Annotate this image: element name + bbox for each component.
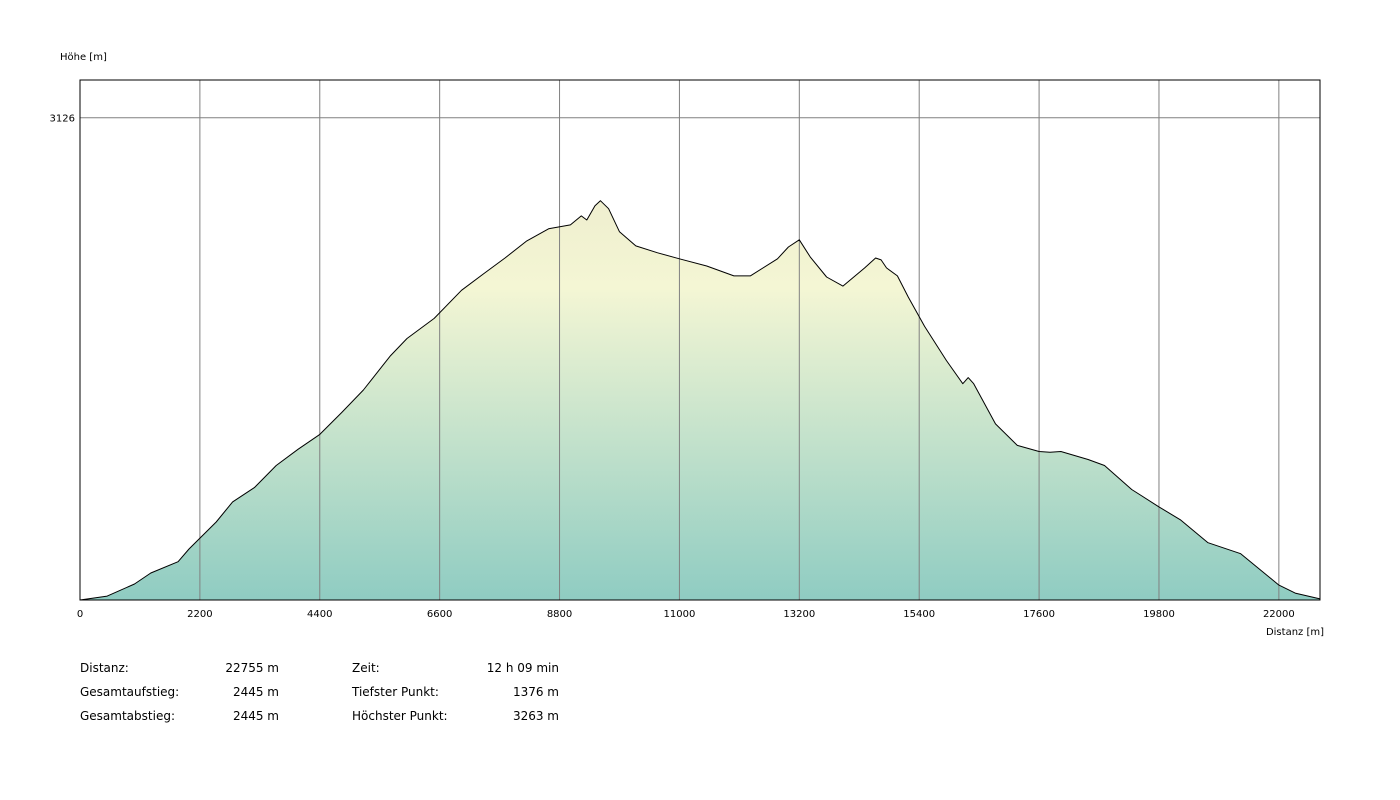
stat-value: 2445 m [232, 709, 279, 723]
x-tick-label: 22000 [1263, 609, 1295, 620]
elevation-area-fill [80, 200, 1320, 600]
elevation-line [79, 200, 1321, 601]
x-tick-label: 19800 [1143, 609, 1175, 620]
stat-value: 1376 m [512, 685, 559, 699]
stat-label: Distanz: [80, 661, 129, 675]
x-axis-label: Distanz [m] [1266, 627, 1324, 638]
stats-summary-left: Distanz: 22755 m Gesamtaufstieg: 2445 m … [80, 656, 279, 728]
stat-row-time: Zeit: 12 h 09 min [352, 656, 559, 680]
stat-row-total-ascent: Gesamtaufstieg: 2445 m [80, 680, 279, 704]
stat-label: Gesamtabstieg: [80, 709, 175, 723]
x-tick-label: 0 [77, 609, 83, 620]
x-tick-label: 11000 [664, 609, 696, 620]
x-tick-label: 2200 [187, 609, 212, 620]
x-tick-label: 6600 [427, 609, 452, 620]
y-tick-label: 3126 [50, 113, 75, 124]
stat-value: 3263 m [512, 709, 559, 723]
plot-frame [79, 79, 1321, 601]
x-tick-label: 4400 [307, 609, 332, 620]
stat-value: 22755 m [225, 661, 279, 675]
stat-label: Gesamtaufstieg: [80, 685, 180, 699]
stat-value: 2445 m [232, 685, 279, 699]
x-tick-label: 17600 [1023, 609, 1055, 620]
stat-row-lowest-point: Tiefster Punkt: 1376 m [352, 680, 559, 704]
stat-value: 12 h 09 min [486, 661, 559, 675]
stat-row-highest-point: Höchster Punkt: 3263 m [352, 704, 559, 728]
stat-label: Höchster Punkt: [352, 709, 448, 723]
x-tick-label: 8800 [547, 609, 572, 620]
x-tick-label: 13200 [783, 609, 815, 620]
stat-label: Tiefster Punkt: [352, 685, 439, 699]
stats-summary-right: Zeit: 12 h 09 min Tiefster Punkt: 1376 m… [352, 656, 559, 728]
elevation-profile-chart: 0 2200 4400 6600 8800 11000 13200 15400 17600 198… [50, 52, 1325, 638]
stat-row-distance: Distanz: 22755 m [80, 656, 279, 680]
y-axis-label: Höhe [m] [60, 52, 107, 63]
stat-label: Zeit: [352, 661, 380, 675]
stat-row-total-descent: Gesamtabstieg: 2445 m [80, 704, 279, 728]
x-tick-label: 15400 [903, 609, 935, 620]
